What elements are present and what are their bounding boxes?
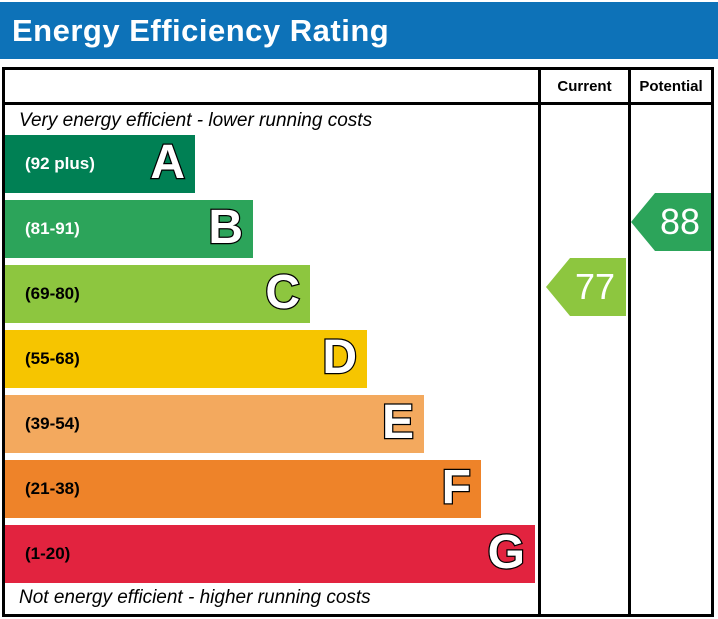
- current-column: 77: [541, 105, 628, 614]
- band-b-range-label: (81-91): [25, 219, 80, 238]
- band-d-bar: (55-68) D: [5, 330, 367, 388]
- band-f-range-label: (21-38): [25, 479, 80, 498]
- current-column-header: Current: [557, 77, 612, 95]
- band-g-letter: G: [486, 526, 526, 580]
- potential-column-header: Potential: [639, 77, 703, 95]
- band-g-bar: (1-20) G: [5, 525, 535, 583]
- current-rating-value: 77: [574, 266, 616, 307]
- potential-rating-arrow: 88: [631, 193, 711, 251]
- band-b-letter: B: [207, 201, 244, 255]
- bands-area: Very energy efficient - lower running co…: [5, 105, 538, 614]
- band-d-letter: D: [321, 331, 358, 385]
- band-e-bar: (39-54) E: [5, 395, 424, 453]
- potential-column-divider: [628, 70, 631, 614]
- band-g-range-label: (1-20): [25, 544, 71, 563]
- band-a-bar: (92 plus) A: [5, 135, 195, 193]
- table-header-row: Current Potential: [5, 70, 711, 105]
- current-column-divider: [538, 70, 541, 614]
- band-a-letter: A: [149, 136, 186, 190]
- band-c-range-label: (69-80): [25, 284, 80, 303]
- band-list: (92 plus) A (81-91) B (69-80) C (55-68) …: [5, 135, 538, 590]
- band-e-range-label: (39-54): [25, 414, 80, 433]
- band-f-bar: (21-38) F: [5, 460, 481, 518]
- band-a-range-label: (92 plus): [25, 154, 95, 173]
- band-c-letter: C: [264, 266, 301, 320]
- page-title: Energy Efficiency Rating: [12, 12, 390, 48]
- band-d-range-label: (55-68): [25, 349, 80, 368]
- current-rating-arrow: 77: [546, 258, 626, 316]
- bottom-caption: Not energy efficient - higher running co…: [19, 587, 371, 608]
- potential-column: 88: [631, 105, 711, 614]
- band-c-bar: (69-80) C: [5, 265, 310, 323]
- band-f-letter: F: [440, 461, 472, 515]
- title-bar: Energy Efficiency Rating: [0, 2, 718, 59]
- band-b-bar: (81-91) B: [5, 200, 253, 258]
- potential-rating-value: 88: [659, 201, 701, 242]
- rating-table: Current Potential Very energy efficient …: [2, 67, 714, 617]
- band-e-letter: E: [381, 396, 416, 450]
- top-caption: Very energy efficient - lower running co…: [19, 110, 373, 131]
